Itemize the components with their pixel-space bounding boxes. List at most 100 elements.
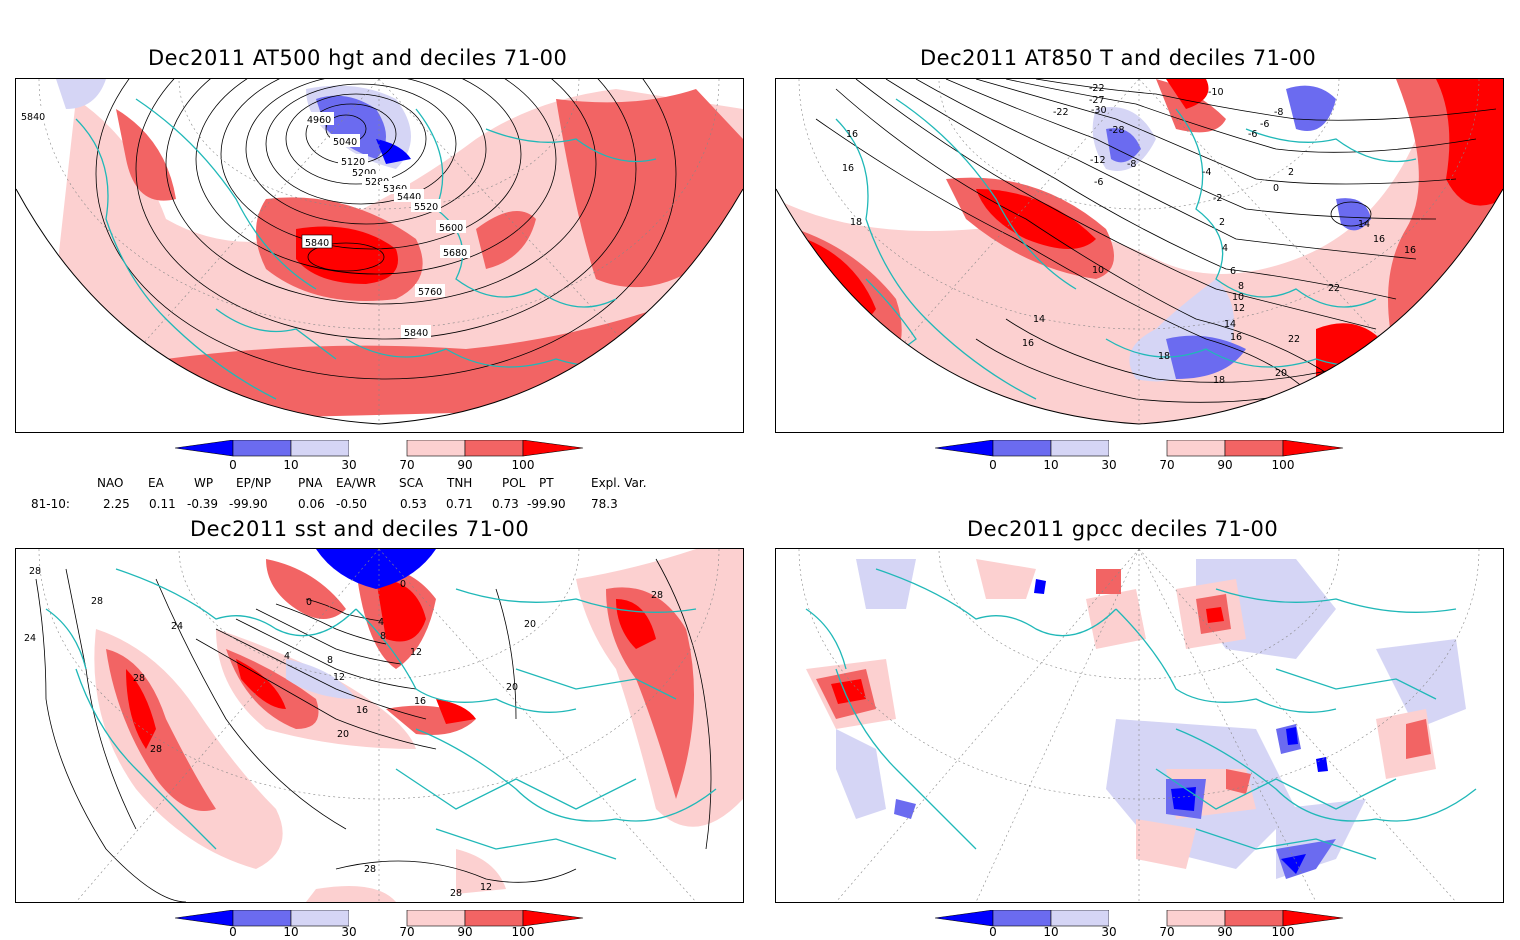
colorbar-tick: 10 <box>283 925 299 939</box>
contour-label: -6 <box>1094 177 1103 188</box>
colorbar-tick: 70 <box>1159 458 1175 472</box>
colorbar-tick: 0 <box>229 458 237 472</box>
contour-label: 20 <box>524 619 536 630</box>
colorbar-gpcc: 0 10 30 70 90 100 <box>934 909 1345 940</box>
colorbar-tick: 70 <box>1159 925 1175 939</box>
contour-label: 5680 <box>443 248 467 259</box>
contour-label: -30 <box>1091 105 1107 116</box>
colorbar-swatches <box>174 909 584 927</box>
panel-title-sst: Dec2011 sst and deciles 71-00 <box>190 517 530 541</box>
colorbar-tick: 0 <box>989 925 997 939</box>
contour-label: 28 <box>450 888 462 899</box>
contour-label: 5280 <box>365 177 389 188</box>
index-header: EA/WR <box>336 476 377 490</box>
contour-label: 12 <box>1233 303 1245 314</box>
contour-label: 4 <box>1222 243 1228 254</box>
contour-label: -12 <box>1090 155 1106 166</box>
contour-label: 0 <box>400 579 406 590</box>
contour-label: 28 <box>29 566 41 577</box>
colorbar-swatches <box>934 439 1344 457</box>
contour-label: 16 <box>1373 234 1385 245</box>
colorbar-tick: 10 <box>283 458 299 472</box>
contour-label: 16 <box>1230 332 1242 343</box>
contour-label: 2 <box>1219 217 1225 228</box>
index-header: POL <box>502 476 526 490</box>
index-header: WP <box>194 476 214 490</box>
contour-label: 20 <box>506 682 518 693</box>
contour-label: 20 <box>337 729 349 740</box>
contour-label: 12 <box>480 882 492 893</box>
colorbar-tick: 100 <box>1271 458 1295 472</box>
contour-label: 16 <box>1404 245 1416 256</box>
colorbar-tick: 30 <box>341 458 357 472</box>
contour-label: 5200 <box>352 168 376 179</box>
contour-label: 5840 <box>21 112 45 123</box>
contour-label: 14 <box>1224 319 1236 330</box>
index-value: 0.73 <box>492 497 519 511</box>
contour-label: -6 <box>1248 129 1257 140</box>
index-value: -99.90 <box>527 497 566 511</box>
index-value: 0.06 <box>298 497 325 511</box>
contour-label: 18 <box>1158 351 1170 362</box>
colorbar-tick: 10 <box>1043 458 1059 472</box>
colorbar-tick: 30 <box>1101 458 1117 472</box>
contour-label: 18 <box>850 217 862 228</box>
index-value: -99.90 <box>229 497 268 511</box>
contour-label: 16 <box>846 129 858 140</box>
contour-label: 4960 <box>307 115 331 126</box>
index-header: Expl. Var. <box>591 476 647 490</box>
contour-label: 24 <box>24 633 36 644</box>
contour-label: 0 <box>306 597 312 608</box>
index-value: -0.39 <box>187 497 219 511</box>
colorbar-tick: 100 <box>511 925 535 939</box>
index-value: 0.71 <box>446 497 473 511</box>
contour-label: 22 <box>1288 334 1300 345</box>
contour-label: 5040 <box>333 137 357 148</box>
contour-label: 16 <box>356 705 368 716</box>
index-header: TNH <box>447 476 473 490</box>
map-panel-gpcc <box>775 548 1504 903</box>
colorbar-tick: 70 <box>399 925 415 939</box>
contour-label: 5760 <box>418 287 442 298</box>
contour-label: 8 <box>380 631 386 642</box>
contour-label: 22 <box>1328 283 1340 294</box>
contour-label: 14 <box>1358 219 1370 230</box>
contour-label: 10 <box>1092 265 1104 276</box>
index-header: NAO <box>97 476 124 490</box>
contour-label: 18 <box>1213 375 1225 386</box>
colorbar-tick: 30 <box>341 925 357 939</box>
colorbar-tick: 90 <box>1217 458 1233 472</box>
contour-label: 4 <box>378 617 384 628</box>
colorbar-tick: 90 <box>457 458 473 472</box>
index-header: EP/NP <box>236 476 272 490</box>
colorbar-hgt500: 0 10 30 70 90 100 <box>174 439 585 474</box>
contour-label: 5120 <box>341 157 365 168</box>
colorbar-tick: 100 <box>1271 925 1295 939</box>
colorbar-swatches <box>174 439 584 457</box>
contour-label: 16 <box>842 163 854 174</box>
contour-label: 20 <box>1275 368 1287 379</box>
colorbar-tick: 0 <box>989 458 997 472</box>
contour-label: 28 <box>364 864 376 875</box>
contour-label: 28 <box>150 744 162 755</box>
contour-label: 5600 <box>439 223 463 234</box>
contour-label: 28 <box>651 590 663 601</box>
index-value: 0.11 <box>149 497 176 511</box>
contour-label: 24 <box>171 621 183 632</box>
colorbar-t850: 0 10 30 70 90 100 <box>934 439 1345 474</box>
colorbar-tick: 0 <box>229 925 237 939</box>
panel-title-gpcc: Dec2011 gpcc deciles 71-00 <box>967 517 1279 541</box>
contour-label: -4 <box>1202 167 1211 178</box>
colorbar-sst: 0 10 30 70 90 100 <box>174 909 585 940</box>
contour-label: -22 <box>1053 107 1069 118</box>
contour-label: -22 <box>1089 83 1105 94</box>
contour-label: 5440 <box>397 192 421 203</box>
map-panel-hgt500: 5840 4960 5040 5120 5200 5280 5360 5440 … <box>15 78 744 433</box>
map-panel-sst: 28 28 24 24 28 28 0 0 4 8 12 16 20 4 8 1… <box>15 548 744 903</box>
colorbar-tick: 70 <box>399 458 415 472</box>
contour-label: 10 <box>1232 292 1244 303</box>
index-header: PT <box>539 476 554 490</box>
contour-label: 14 <box>1033 314 1045 325</box>
contour-label: 28 <box>133 673 145 684</box>
contour-label: -8 <box>1274 107 1283 118</box>
